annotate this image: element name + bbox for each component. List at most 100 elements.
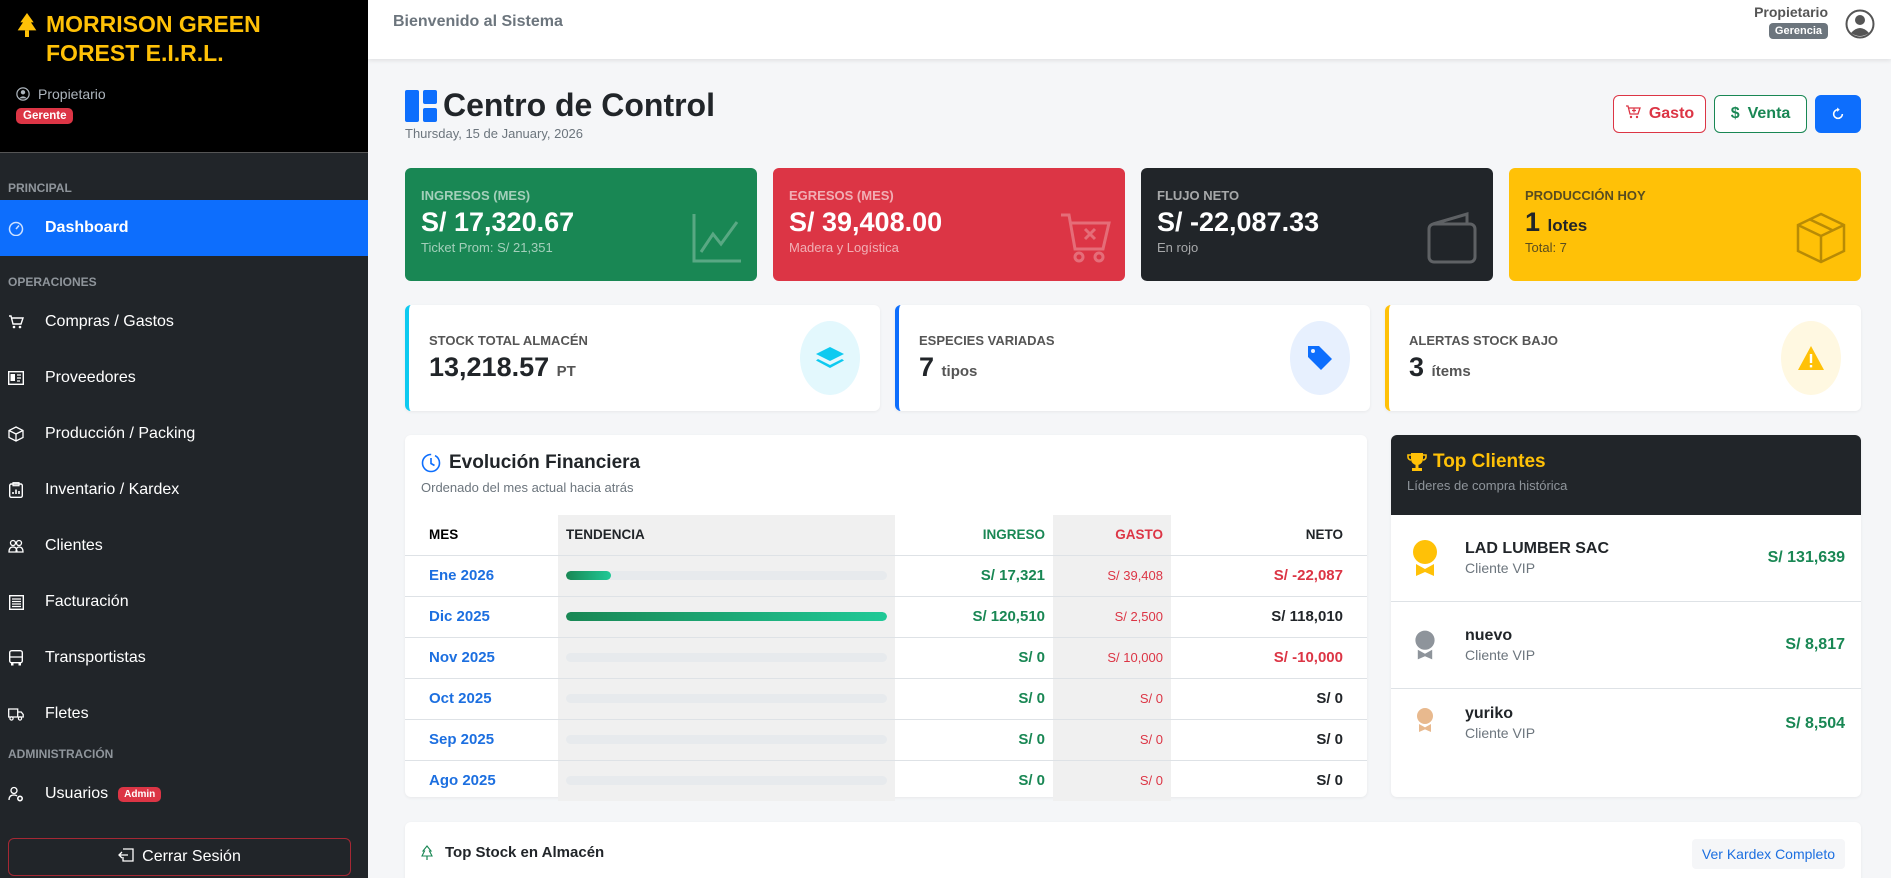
sidebar-item-label: Fletes (45, 705, 89, 722)
row-ingreso: S/ 120,510 (895, 595, 1053, 637)
speedometer-icon (8, 220, 24, 236)
brand-header: MORRISON GREEN FOREST E.I.R.L. Propietar… (0, 0, 368, 153)
evolucion-financiera-card: Evolución Financiera Ordenado del mes ac… (405, 435, 1367, 801)
row-ingreso: S/ 0 (895, 677, 1053, 719)
sidebar-item-clientes[interactable]: Clientes (0, 518, 368, 574)
sidebar-item-dashboard[interactable]: Dashboard (0, 200, 368, 256)
sidebar-item-label: Compras / Gastos (45, 313, 174, 330)
table-header-row: MES TENDENCIA INGRESO GASTO NETO (405, 515, 1367, 555)
cart-plus-icon (1625, 104, 1641, 125)
top-clientes-title-text: Top Clientes (1433, 451, 1546, 472)
kpi-value: S/ 39,408.00 (789, 207, 943, 237)
venta-button[interactable]: $ Venta (1714, 95, 1807, 133)
row-ingreso: S/ 0 (895, 718, 1053, 760)
row-neto: S/ 118,010 (1171, 595, 1367, 637)
layers-icon (816, 347, 844, 368)
kpi-label: FLUJO NETO (1157, 188, 1240, 203)
client-amount: S/ 131,639 (1767, 549, 1845, 566)
row-tendencia (558, 677, 895, 719)
sidebar-item-produccion[interactable]: Producción / Packing (0, 406, 368, 462)
refresh-button[interactable] (1815, 95, 1861, 133)
col-mes: MES (429, 527, 459, 543)
table-row: Oct 2025 S/ 0 S/ 0 S/ 0 (405, 677, 1367, 719)
sidebar-item-label: Producción / Packing (45, 425, 196, 442)
header-actions: Gasto $ Venta (1613, 95, 1861, 133)
list-item[interactable]: LAD LUMBER SAC Cliente VIP S/ 131,639 (1391, 515, 1861, 602)
evolucion-subtitle: Ordenado del mes actual hacia atrás (421, 480, 634, 495)
receipt-icon (8, 594, 24, 610)
stat-value: 13,218.57 (429, 352, 550, 382)
list-item[interactable]: yuriko Cliente VIP S/ 8,504 (1391, 689, 1861, 764)
sidebar-item-fletes[interactable]: Fletes (0, 686, 368, 742)
cart-icon (8, 314, 24, 330)
stat-label: ALERTAS STOCK BAJO (1409, 333, 1559, 348)
stat-label: ESPECIES VARIADAS (919, 333, 1055, 348)
stat-especies: ESPECIES VARIADAS 7 tipos (895, 305, 1370, 411)
role-badge: Gerente (16, 108, 74, 124)
vcard-icon (8, 370, 24, 386)
kpi-label: EGRESOS (MES) (789, 188, 894, 203)
stat-label: STOCK TOTAL ALMACÉN (429, 333, 588, 348)
kpi-value: 1 (1525, 207, 1541, 237)
row-tendencia (558, 718, 895, 760)
row-ingreso: S/ 0 (895, 759, 1053, 801)
logout-button[interactable]: Cerrar Sesión (8, 838, 351, 876)
list-item[interactable]: nuevo Cliente VIP S/ 8,817 (1391, 602, 1861, 689)
admin-badge: Admin (118, 786, 162, 802)
grid-layout-icon (405, 89, 437, 122)
client-name: LAD LUMBER SAC (1465, 540, 1609, 557)
row-gasto: S/ 0 (1053, 677, 1171, 719)
kpi-value: S/ 17,320.67 (421, 207, 575, 237)
kpi-label: INGRESOS (MES) (421, 188, 531, 203)
ver-kardex-link[interactable]: Ver Kardex Completo (1691, 839, 1845, 869)
row-ingreso: S/ 0 (895, 636, 1053, 678)
sidebar-item-facturacion[interactable]: Facturación (0, 574, 368, 630)
stat-icon-circle (1781, 321, 1841, 395)
sidebar-item-label: Facturación (45, 593, 129, 610)
client-name: nuevo (1465, 627, 1513, 644)
sidebar-item-inventario[interactable]: Inventario / Kardex (0, 462, 368, 518)
table-row: Ene 2026 S/ 17,321 S/ 39,408 S/ -22,087 (405, 554, 1367, 596)
stat-icon-circle (1290, 321, 1350, 395)
kpi-value: S/ -22,087.33 (1157, 207, 1320, 237)
sidebar-item-compras[interactable]: Compras / Gastos (0, 294, 368, 350)
stat-unit: tipos (941, 363, 978, 380)
col-tendencia: TENDENCIA (558, 515, 895, 555)
top-user-info[interactable]: Propietario Gerencia (1754, 4, 1828, 39)
row-neto: S/ 0 (1171, 677, 1367, 719)
welcome-text: Bienvenido al Sistema (393, 13, 563, 30)
gasto-button[interactable]: Gasto (1613, 95, 1706, 133)
warning-triangle-icon (1798, 346, 1824, 370)
kpi-egresos: EGRESOS (MES) S/ 39,408.00 Madera y Logí… (773, 168, 1125, 281)
logout-label: Cerrar Sesión (142, 848, 241, 865)
row-tendencia (558, 636, 895, 678)
refresh-icon (1832, 107, 1844, 120)
sidebar-item-proveedores[interactable]: Proveedores (0, 350, 368, 406)
top-clientes-header: Top Clientes Líderes de compra histórica (1391, 435, 1861, 515)
row-gasto: S/ 10,000 (1053, 636, 1171, 678)
sidebar-item-usuarios[interactable]: Usuarios Admin (0, 766, 368, 822)
stat-value-wrap: 3 ítems (1409, 352, 1558, 383)
stat-unit: PT (556, 363, 576, 380)
client-name: yuriko (1465, 705, 1514, 722)
client-amount: S/ 8,504 (1785, 715, 1845, 732)
kpi-sub: Total: 7 (1525, 240, 1567, 255)
evolucion-title: Evolución Financiera (421, 452, 640, 474)
kpi-unit: lotes (1547, 216, 1588, 235)
sidebar-item-transportistas[interactable]: Transportistas (0, 630, 368, 686)
award-silver-icon (1407, 628, 1443, 662)
section-principal: PRINCIPAL (8, 181, 72, 195)
avatar-icon[interactable] (1845, 9, 1875, 39)
row-gasto: S/ 0 (1053, 759, 1171, 801)
row-neto: S/ 0 (1171, 718, 1367, 760)
brand-logo[interactable]: MORRISON GREEN FOREST E.I.R.L. (16, 10, 352, 68)
venta-label: Venta (1747, 105, 1791, 122)
section-operaciones: OPERACIONES (8, 275, 97, 289)
stat-unit: ítems (1431, 363, 1471, 380)
sidebar-user: Propietario (16, 86, 352, 102)
table-row: Ago 2025 S/ 0 S/ 0 S/ 0 (405, 759, 1367, 801)
trend-bar (566, 735, 887, 744)
kpi-produccion: PRODUCCIÓN HOY 1 lotes Total: 7 (1509, 168, 1861, 281)
top-stock-title: Top Stock en Almacén (421, 844, 604, 861)
stat-icon-circle (800, 321, 860, 395)
